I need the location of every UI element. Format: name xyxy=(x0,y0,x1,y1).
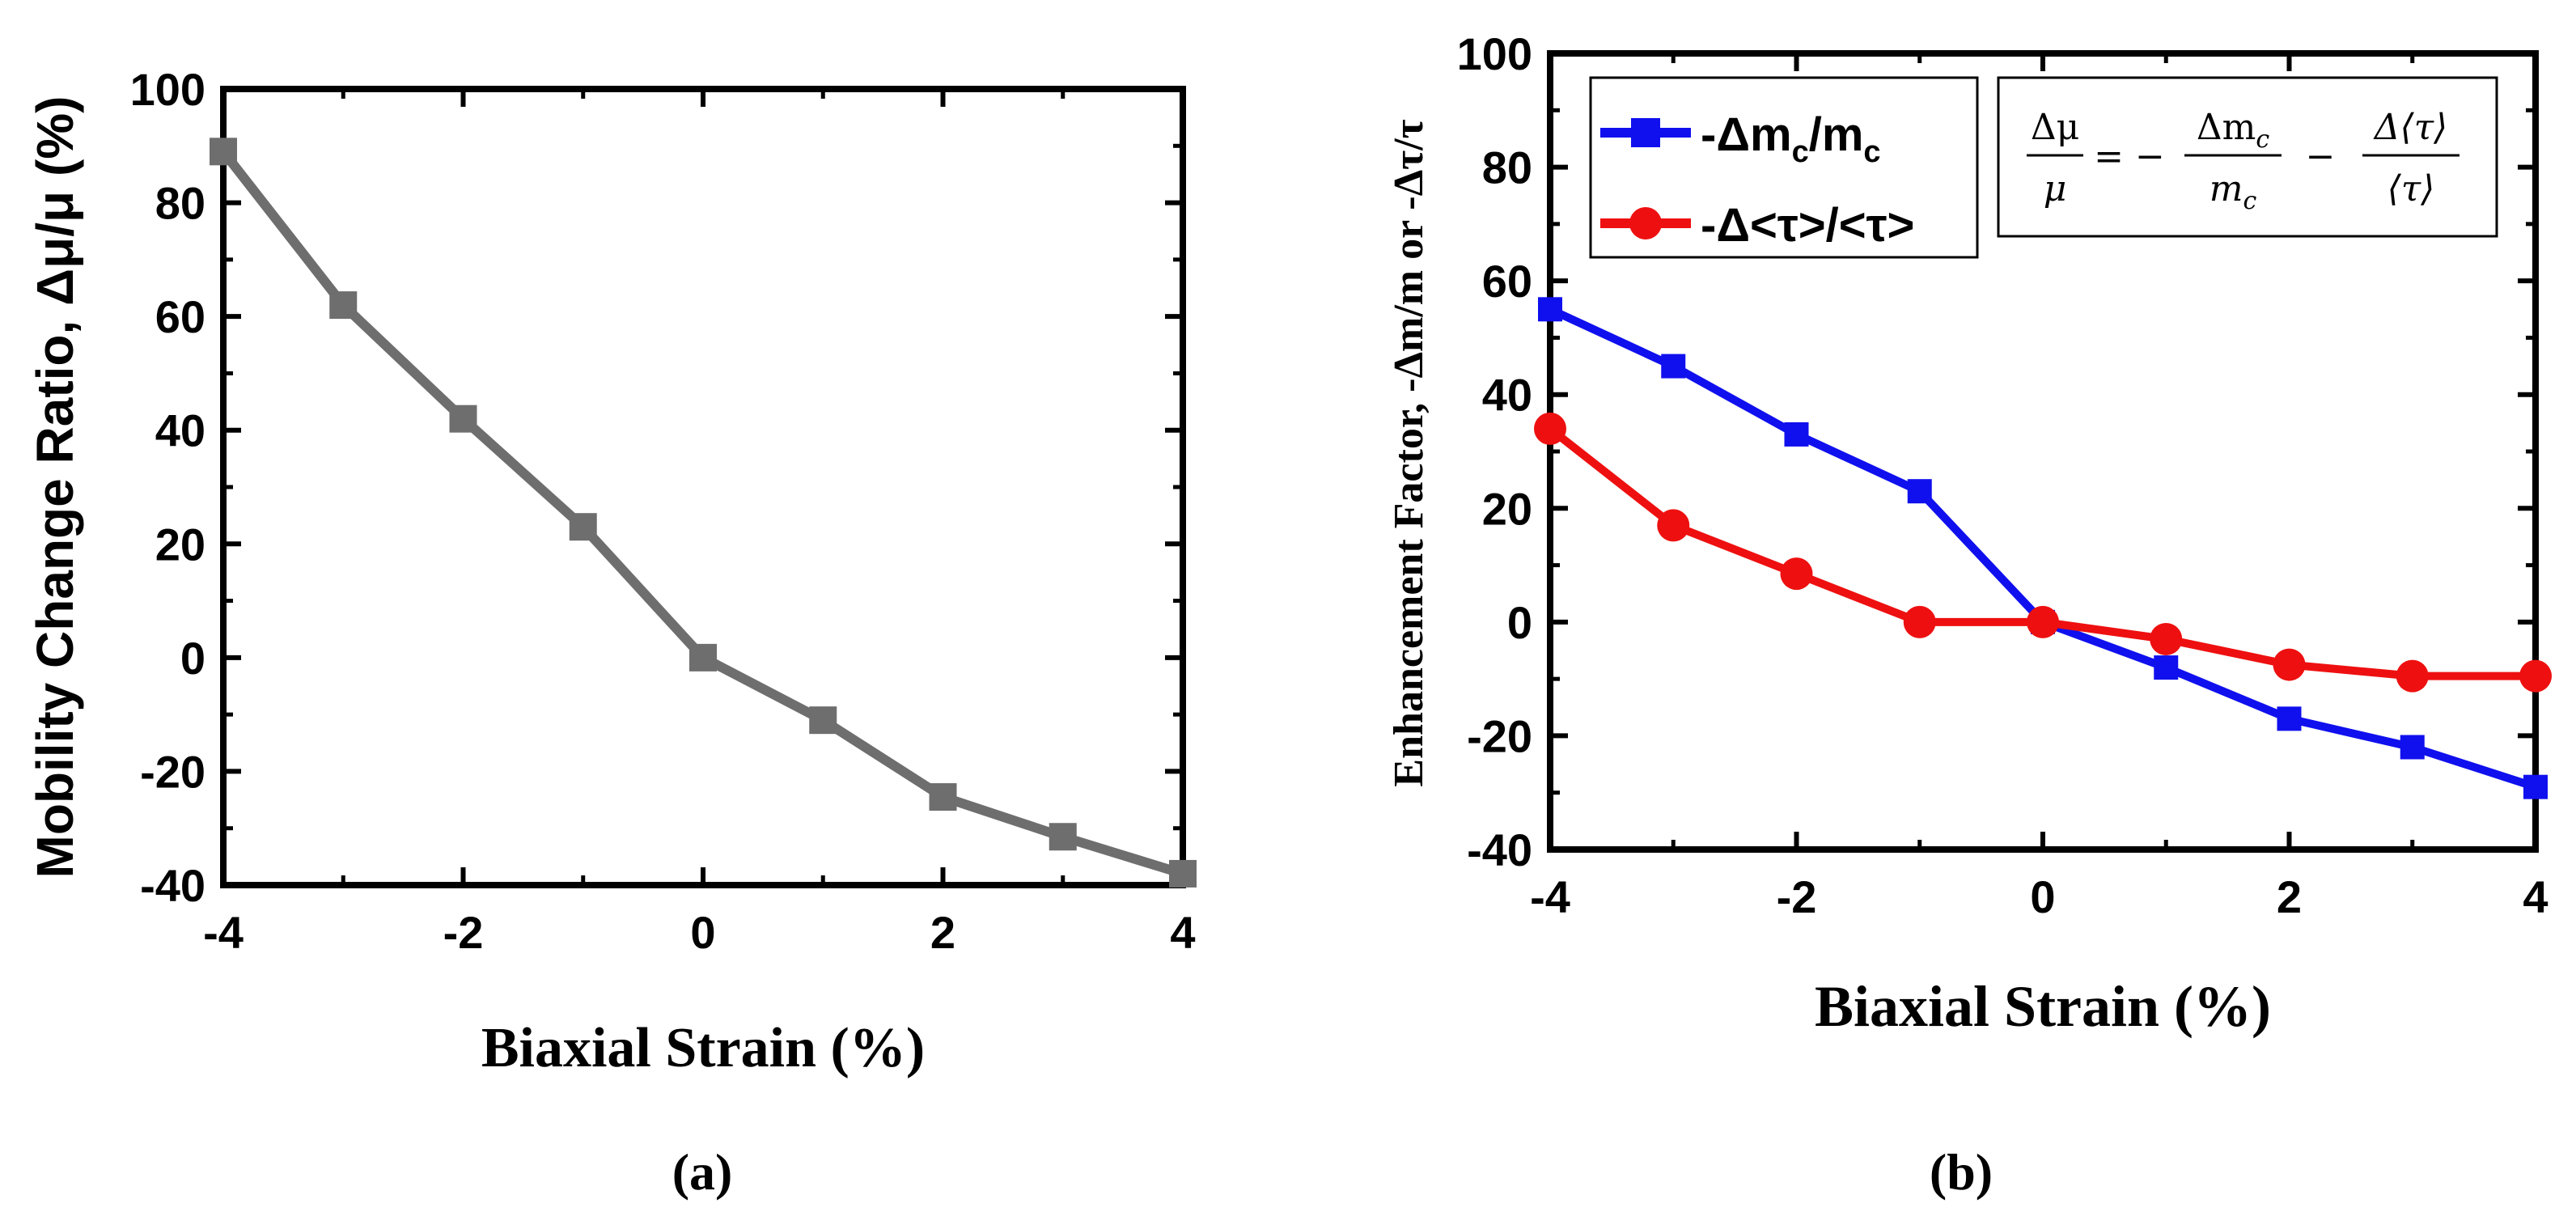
series-a xyxy=(210,138,1197,888)
legend-marker-red xyxy=(1629,207,1662,239)
data-point xyxy=(2519,659,2552,693)
y-tick-label: 20 xyxy=(155,519,205,570)
y-tick-label: 100 xyxy=(130,64,205,115)
formula-lhs-num: Δμ xyxy=(2031,107,2079,148)
formula-lhs-den: μ xyxy=(2044,168,2067,210)
formula-minus: − xyxy=(2306,136,2336,177)
data-point xyxy=(2150,622,2183,655)
data-point xyxy=(1780,557,1813,591)
x-tick-label: 2 xyxy=(2277,871,2302,922)
y-tick-label: 80 xyxy=(155,178,205,229)
plot-frame-a xyxy=(220,86,1186,888)
data-point xyxy=(1903,605,1936,638)
y-tick-label: 60 xyxy=(155,291,205,342)
formula-eq: = − xyxy=(2094,136,2165,177)
data-point xyxy=(2273,648,2306,681)
y-tick-label: 0 xyxy=(180,633,205,684)
legend-marker-blue xyxy=(1631,118,1660,147)
y-tick-label: -40 xyxy=(140,860,205,911)
series-line-0 xyxy=(1548,305,2537,791)
y-tick-label: -20 xyxy=(1467,710,1532,761)
y-tick-label: 60 xyxy=(1482,256,1532,307)
x-axis-label-a: Biaxial Strain (%) xyxy=(481,1017,925,1079)
data-point xyxy=(1661,354,1686,379)
legend: -Δmc/mc -Δ<τ>/<τ> xyxy=(1589,76,1979,259)
y-tick-label: 40 xyxy=(155,405,205,456)
x-tick-label: -4 xyxy=(203,907,244,958)
data-point xyxy=(1169,859,1197,888)
data-point xyxy=(210,138,237,166)
data-point xyxy=(1534,412,1566,445)
formula-t2-num: Δ⟨τ⟩ xyxy=(2373,107,2447,148)
data-point xyxy=(2523,774,2548,799)
legend-item-red: -Δ<τ>/<τ> xyxy=(1600,199,1914,252)
x-tick-label: -4 xyxy=(1530,871,1570,922)
data-point xyxy=(569,513,597,541)
x-tick-label: -2 xyxy=(1777,871,1817,922)
y-axis-label-b: Enhancement Factor, -Δm/m or -Δτ/τ xyxy=(1386,119,1432,786)
legend-item-blue: -Δmc/mc xyxy=(1600,108,1881,169)
formula-box xyxy=(1997,76,2498,238)
y-tick-label: 0 xyxy=(1507,597,1532,648)
data-point xyxy=(2277,706,2302,731)
caption-a: (a) xyxy=(672,1143,733,1201)
data-point xyxy=(1657,509,1690,542)
data-point xyxy=(2154,655,2179,680)
series-line-0 xyxy=(219,148,1184,879)
x-tick-label: 4 xyxy=(2523,871,2548,922)
formula-t1-num: Δmc xyxy=(2197,107,2270,154)
data-point xyxy=(1049,823,1077,851)
data-point xyxy=(809,706,837,735)
data-point xyxy=(2396,659,2429,693)
data-point xyxy=(2400,735,2425,760)
y-axis-label-a: Mobility Change Ratio, Δμ/μ (%) xyxy=(26,96,84,879)
formula-t2-den: ⟨τ⟩ xyxy=(2387,168,2435,210)
x-tick-label: 4 xyxy=(1170,907,1195,958)
x-axis-label-b: Biaxial Strain (%) xyxy=(1815,974,2271,1039)
data-point xyxy=(2027,605,2059,638)
x-tick-label: 2 xyxy=(930,907,955,958)
y-tick-label: 100 xyxy=(1457,28,1532,79)
x-tick-label: 0 xyxy=(2030,871,2055,922)
series-b xyxy=(1534,297,2552,799)
x-tick-label: -2 xyxy=(443,907,484,958)
data-point xyxy=(329,291,358,320)
ticks-a xyxy=(221,87,1185,888)
legend-label-blue: -Δmc/mc xyxy=(1701,108,1881,169)
data-point xyxy=(929,783,957,811)
y-tick-label: -40 xyxy=(1467,824,1532,875)
data-point xyxy=(1784,422,1809,447)
data-point xyxy=(1907,479,1932,504)
y-tick-label: 40 xyxy=(1482,370,1532,421)
y-tick-label: 80 xyxy=(1482,142,1532,193)
formula-annotation: Δμ μ = − Δmc mc − Δ⟨τ⟩ ⟨τ⟩ xyxy=(1997,76,2498,238)
x-tick-label: 0 xyxy=(690,907,715,958)
formula-t1-den: mc xyxy=(2210,168,2257,215)
legend-label-red: -Δ<τ>/<τ> xyxy=(1701,199,1914,252)
data-point xyxy=(449,405,477,433)
data-point xyxy=(689,643,717,672)
series-line-1 xyxy=(1547,425,2536,680)
y-tick-label: -20 xyxy=(140,746,205,797)
y-tick-label: 20 xyxy=(1482,483,1532,534)
caption-b: (b) xyxy=(1930,1143,1993,1201)
data-point xyxy=(1538,297,1562,322)
